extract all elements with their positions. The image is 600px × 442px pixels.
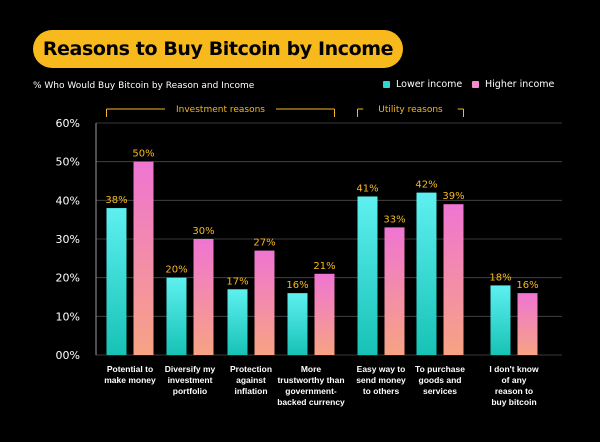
- legend-lower: Lower income: [383, 79, 462, 90]
- x-tick-label-line: Diversify my: [165, 364, 216, 374]
- x-tick-label-line: reason to: [495, 386, 533, 396]
- chart-subtitle: % Who Would Buy Bitcoin by Reason and In…: [33, 81, 255, 91]
- bar-lower-income: [106, 208, 127, 355]
- legend-lower-label: Lower income: [396, 79, 463, 90]
- bar-higher-income: [314, 273, 335, 355]
- y-tick-label: 10%: [56, 310, 80, 323]
- chart-title: Reasons to Buy Bitcoin by Income Group: [42, 38, 394, 98]
- data-label: 42%: [415, 180, 437, 191]
- y-tick-label: 50%: [56, 156, 80, 169]
- data-label: 17%: [226, 276, 248, 287]
- data-label: 16%: [286, 280, 308, 291]
- bar-lower-income: [166, 277, 187, 355]
- bar-higher-income: [193, 239, 214, 355]
- x-tick-label-line: of any: [501, 375, 526, 385]
- x-tick-label-line: To purchase: [415, 364, 465, 374]
- x-tick-label-line: Protection: [230, 364, 272, 374]
- data-label: 41%: [356, 183, 378, 194]
- x-tick-label-line: investment: [168, 375, 213, 385]
- bar-lower-income: [357, 196, 378, 355]
- x-tick-label-line: backed currency: [277, 397, 345, 407]
- data-label: 16%: [516, 280, 538, 291]
- x-tick-label-line: buy bitcoin: [491, 397, 536, 407]
- legend-higher-label: Higher income: [485, 79, 555, 90]
- x-tick-label: Diversify my investment portfolio: [165, 364, 216, 396]
- bar-lower-income: [490, 285, 511, 355]
- y-tick-label: 40%: [56, 194, 80, 207]
- legend-higher-swatch: [472, 81, 479, 88]
- bar-lower-income: [287, 293, 308, 355]
- bar-higher-income: [133, 161, 154, 355]
- data-label: 50%: [132, 149, 154, 160]
- bar-higher-income: [517, 293, 538, 355]
- data-label: 39%: [442, 191, 464, 202]
- data-label: 20%: [165, 265, 187, 276]
- x-tick-label-line: to others: [363, 386, 400, 396]
- x-tick-label-line: trustworthy than: [277, 375, 344, 385]
- legend-higher: Higher income: [472, 79, 554, 90]
- x-tick-label-line: send money: [356, 375, 406, 385]
- x-tick-label-line: goods and: [419, 375, 462, 385]
- x-tick-label: I don't know of any reason to buy bitcoin: [489, 364, 539, 407]
- bar-higher-income: [443, 204, 464, 355]
- y-tick-label: 20%: [56, 272, 80, 285]
- bar-higher-income: [384, 227, 405, 355]
- data-label: 27%: [253, 238, 275, 249]
- bar-higher-income: [254, 250, 275, 355]
- data-label: 38%: [105, 195, 127, 206]
- legend-lower-swatch: [383, 81, 390, 88]
- x-tick-label: Easy way to send money to others: [356, 364, 406, 396]
- x-tick-label-line: Potential to: [107, 364, 153, 374]
- data-label: 21%: [313, 261, 335, 272]
- x-tick-label: To purchase goods and services: [415, 364, 465, 396]
- y-tick-label: 60%: [56, 117, 80, 130]
- data-label: 30%: [192, 226, 214, 237]
- group-label: Investment reasons: [176, 105, 265, 115]
- x-tick-label-line: inflation: [234, 386, 267, 396]
- x-tick-label-line: More: [301, 364, 322, 374]
- y-tick-label: 30%: [56, 233, 80, 246]
- x-tick-label: More trustworthy than government-backed cu…: [277, 364, 345, 407]
- title-badge: Reasons to Buy Bitcoin by Income Group: [33, 30, 403, 98]
- x-tick-label-line: portfolio: [173, 386, 207, 396]
- data-label: 33%: [383, 214, 405, 225]
- x-tick-label-line: services: [423, 386, 457, 396]
- x-tick-label: Protection against inflation: [230, 364, 272, 396]
- data-label: 18%: [489, 272, 511, 283]
- x-tick-label-line: Easy way to: [357, 364, 406, 374]
- y-tick-label: 00%: [56, 349, 80, 362]
- bar-lower-income: [416, 192, 437, 355]
- x-tick-label-line: make money: [104, 375, 156, 385]
- bar-lower-income: [227, 289, 248, 355]
- x-tick-label-line: government-: [285, 386, 337, 396]
- group-label: Utility reasons: [378, 105, 443, 115]
- x-tick-label: Potential to make money: [104, 364, 156, 385]
- x-tick-label-line: I don't know: [489, 364, 539, 374]
- x-tick-label-line: against: [236, 375, 266, 385]
